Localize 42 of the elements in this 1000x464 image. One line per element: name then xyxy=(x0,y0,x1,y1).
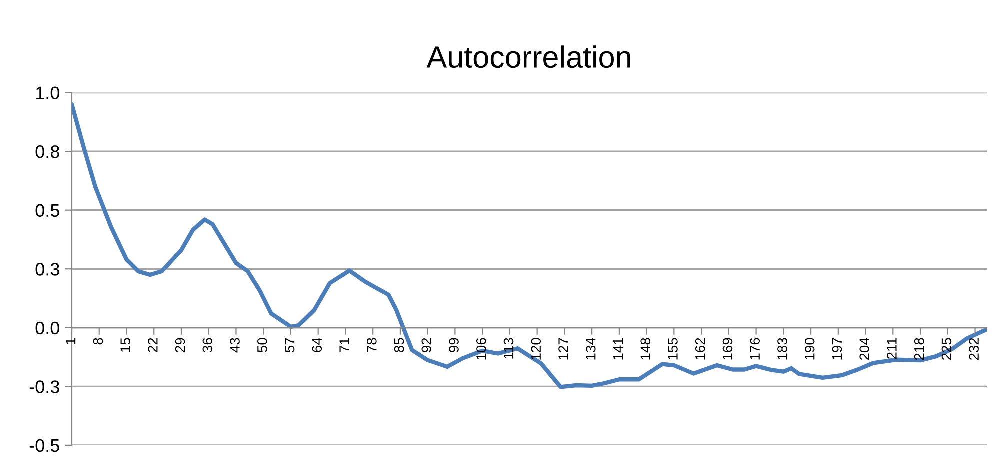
x-tick-label: 183 xyxy=(778,338,788,360)
x-tick-label: 148 xyxy=(640,338,651,360)
x-tick-label: 211 xyxy=(887,338,897,360)
x-tick-label: 190 xyxy=(804,338,815,360)
x-tick-label: 99 xyxy=(449,338,459,352)
x-tick-label: 155 xyxy=(668,338,678,360)
x-tick-label: 43 xyxy=(230,338,240,353)
x-tick-label: 8 xyxy=(93,338,104,345)
x-tick-label: 176 xyxy=(750,338,760,360)
chart-title: Autocorrelation xyxy=(426,46,630,68)
x-tick-label: 92 xyxy=(422,338,432,352)
x-tick-label: 1 xyxy=(66,338,76,344)
x-tick-label: 134 xyxy=(586,338,596,360)
y-tick-label: 0.0 xyxy=(36,322,60,335)
x-tick-label: 120 xyxy=(531,338,542,360)
x-tick-label: 127 xyxy=(558,338,568,360)
x-tick-label: 169 xyxy=(722,338,733,360)
y-tick-label: 0.8 xyxy=(36,146,60,158)
x-tick-label: 78 xyxy=(366,338,377,352)
x-tick-label: 106 xyxy=(476,338,486,360)
y-tick-label: -0.5 xyxy=(30,439,60,452)
x-tick-label: 64 xyxy=(312,338,322,352)
x-tick-label: 197 xyxy=(832,338,842,360)
x-tick-label: 29 xyxy=(175,338,186,352)
x-tick-label: 85 xyxy=(394,338,404,352)
x-tick-label: 113 xyxy=(504,338,514,359)
y-tick-label: 0.3 xyxy=(36,263,60,276)
x-tick-label: 141 xyxy=(613,338,624,360)
x-tick-label: 232 xyxy=(969,338,979,360)
x-tick-label: 22 xyxy=(148,338,158,352)
x-tick-label: 57 xyxy=(285,338,295,353)
x-tick-label: 15 xyxy=(120,338,130,352)
x-tick-label: 162 xyxy=(695,338,706,360)
x-tick-label: 204 xyxy=(860,338,870,360)
y-tick-label: 0.5 xyxy=(36,204,60,218)
x-tick-label: 225 xyxy=(942,338,952,360)
y-tick-label: -0.3 xyxy=(30,380,60,394)
x-tick-label: 36 xyxy=(202,338,213,353)
y-tick-label: 1.0 xyxy=(36,86,60,100)
x-tick-label: 218 xyxy=(914,338,924,360)
x-tick-label: 50 xyxy=(257,338,268,353)
x-tick-label: 71 xyxy=(340,338,350,352)
